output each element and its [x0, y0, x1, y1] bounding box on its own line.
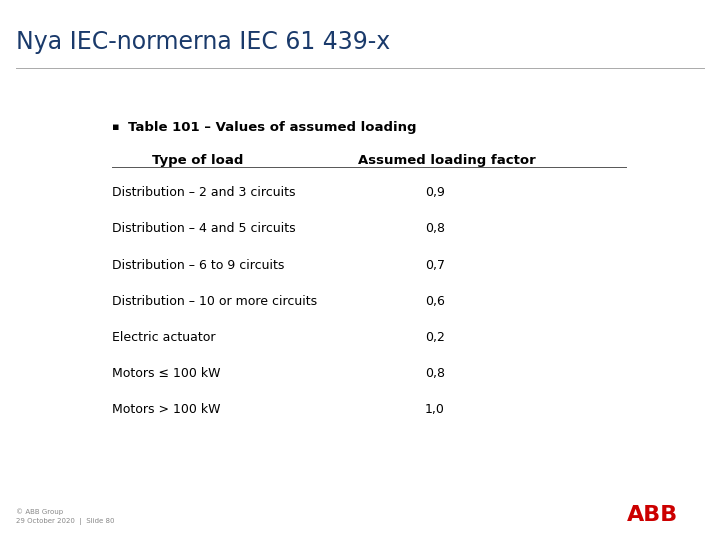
Text: Distribution – 2 and 3 circuits: Distribution – 2 and 3 circuits [112, 186, 295, 199]
Text: 0,8: 0,8 [425, 222, 445, 235]
Text: ABB: ABB [626, 505, 678, 525]
Text: © ABB Group
29 October 2020  |  Slide 80: © ABB Group 29 October 2020 | Slide 80 [16, 509, 114, 525]
Text: Motors > 100 kW: Motors > 100 kW [112, 403, 220, 416]
Text: 0,8: 0,8 [425, 367, 445, 380]
Text: Nya IEC-normerna IEC 61 439-x: Nya IEC-normerna IEC 61 439-x [16, 30, 390, 53]
Text: Type of load: Type of load [153, 154, 243, 167]
Text: ▪: ▪ [112, 122, 119, 132]
Text: 0,9: 0,9 [425, 186, 445, 199]
Text: Distribution – 10 or more circuits: Distribution – 10 or more circuits [112, 295, 317, 308]
Text: Table 101 – Values of assumed loading: Table 101 – Values of assumed loading [128, 122, 417, 134]
Text: 0,2: 0,2 [425, 331, 445, 344]
Text: Distribution – 6 to 9 circuits: Distribution – 6 to 9 circuits [112, 259, 284, 272]
Text: Distribution – 4 and 5 circuits: Distribution – 4 and 5 circuits [112, 222, 295, 235]
Text: 0,6: 0,6 [425, 295, 445, 308]
Text: Electric actuator: Electric actuator [112, 331, 215, 344]
Text: 0,7: 0,7 [425, 259, 445, 272]
Text: Assumed loading factor: Assumed loading factor [358, 154, 535, 167]
Text: 1,0: 1,0 [425, 403, 445, 416]
Text: Motors ≤ 100 kW: Motors ≤ 100 kW [112, 367, 220, 380]
